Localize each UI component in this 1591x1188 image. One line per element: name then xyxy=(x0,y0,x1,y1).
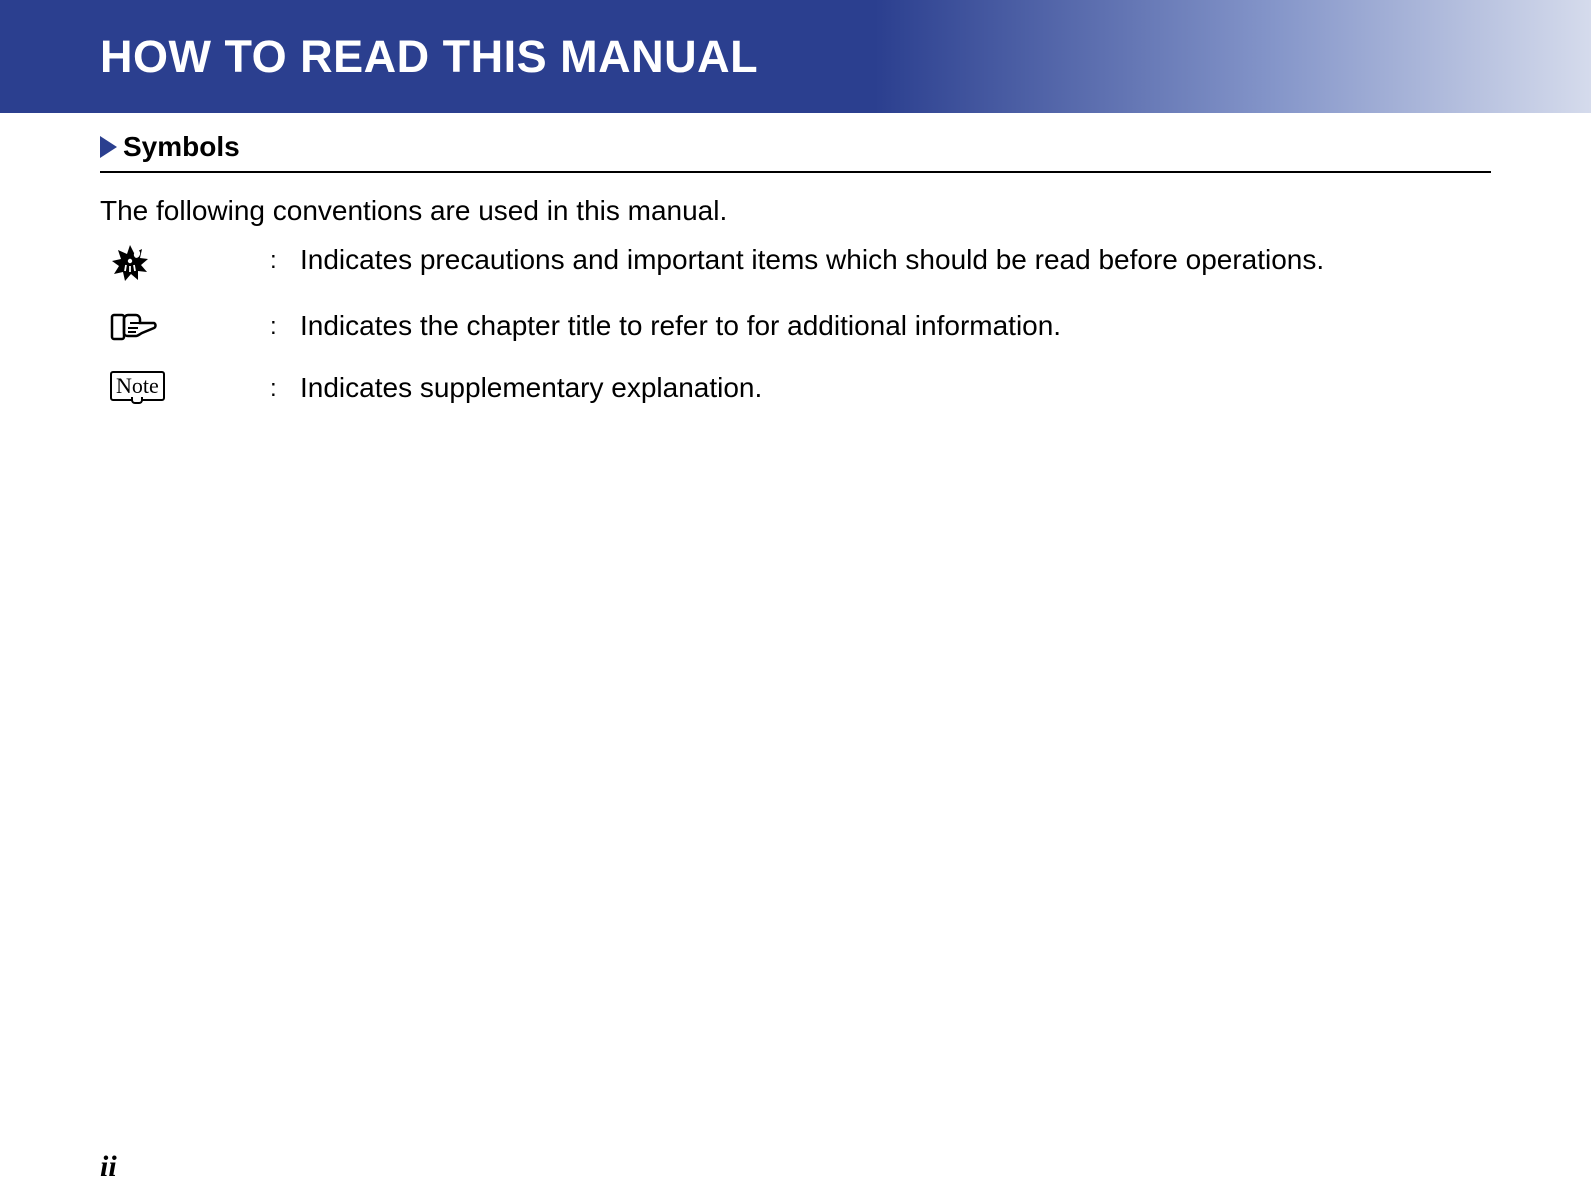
section-title: Symbols xyxy=(123,131,240,163)
header-banner: HOW TO READ THIS MANUAL xyxy=(0,0,1591,113)
caution-starburst-icon xyxy=(110,243,150,283)
symbol-row: : Indicates precautions and important it… xyxy=(100,241,1491,283)
page-number: ii xyxy=(100,1150,117,1184)
pointing-hand-icon xyxy=(110,309,158,345)
symbol-row: Note : Indicates supplementary explanati… xyxy=(100,369,1491,407)
symbol-icon-cell xyxy=(100,241,270,283)
section-heading: Symbols xyxy=(100,131,1491,173)
intro-text: The following conventions are used in th… xyxy=(100,195,1491,227)
note-box-icon: Note xyxy=(110,371,165,401)
symbol-description: Indicates the chapter title to refer to … xyxy=(300,307,1491,345)
triangle-marker-icon xyxy=(100,136,117,158)
symbol-description: Indicates supplementary explanation. xyxy=(300,369,1491,407)
colon-separator: : xyxy=(270,241,300,275)
colon-separator: : xyxy=(270,307,300,341)
page-title: HOW TO READ THIS MANUAL xyxy=(100,31,758,83)
symbol-table: : Indicates precautions and important it… xyxy=(100,241,1491,407)
symbol-row: : Indicates the chapter title to refer t… xyxy=(100,307,1491,345)
symbol-description: Indicates precautions and important item… xyxy=(300,241,1491,279)
symbol-icon-cell xyxy=(100,307,270,345)
content-area: Symbols The following conventions are us… xyxy=(0,113,1591,407)
colon-separator: : xyxy=(270,369,300,403)
symbol-icon-cell: Note xyxy=(100,369,270,401)
